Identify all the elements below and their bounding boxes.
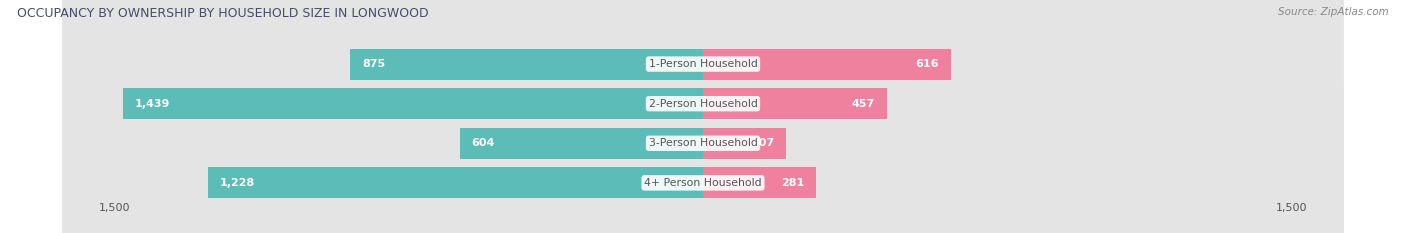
- FancyBboxPatch shape: [62, 0, 1344, 233]
- Bar: [703, 88, 887, 119]
- Bar: [350, 49, 703, 79]
- Bar: [703, 49, 952, 79]
- Bar: [122, 88, 703, 119]
- Text: OCCUPANCY BY OWNERSHIP BY HOUSEHOLD SIZE IN LONGWOOD: OCCUPANCY BY OWNERSHIP BY HOUSEHOLD SIZE…: [17, 7, 429, 20]
- Text: Source: ZipAtlas.com: Source: ZipAtlas.com: [1278, 7, 1389, 17]
- FancyBboxPatch shape: [62, 0, 1344, 233]
- Bar: [460, 128, 703, 159]
- Text: 3-Person Household: 3-Person Household: [648, 138, 758, 148]
- Text: 281: 281: [780, 178, 804, 188]
- Bar: [208, 168, 703, 198]
- Text: 1,228: 1,228: [221, 178, 256, 188]
- Text: 604: 604: [471, 138, 495, 148]
- Text: 875: 875: [363, 59, 385, 69]
- Text: 1,439: 1,439: [135, 99, 170, 109]
- FancyBboxPatch shape: [62, 0, 1344, 233]
- Text: 207: 207: [751, 138, 775, 148]
- Text: 4+ Person Household: 4+ Person Household: [644, 178, 762, 188]
- Text: 1,500: 1,500: [98, 203, 129, 213]
- FancyBboxPatch shape: [62, 0, 1344, 233]
- Text: 616: 616: [915, 59, 939, 69]
- Text: 1,500: 1,500: [1277, 203, 1308, 213]
- Text: 2-Person Household: 2-Person Household: [648, 99, 758, 109]
- Text: 1-Person Household: 1-Person Household: [648, 59, 758, 69]
- Bar: [703, 128, 786, 159]
- Bar: [703, 168, 817, 198]
- Text: 457: 457: [852, 99, 875, 109]
